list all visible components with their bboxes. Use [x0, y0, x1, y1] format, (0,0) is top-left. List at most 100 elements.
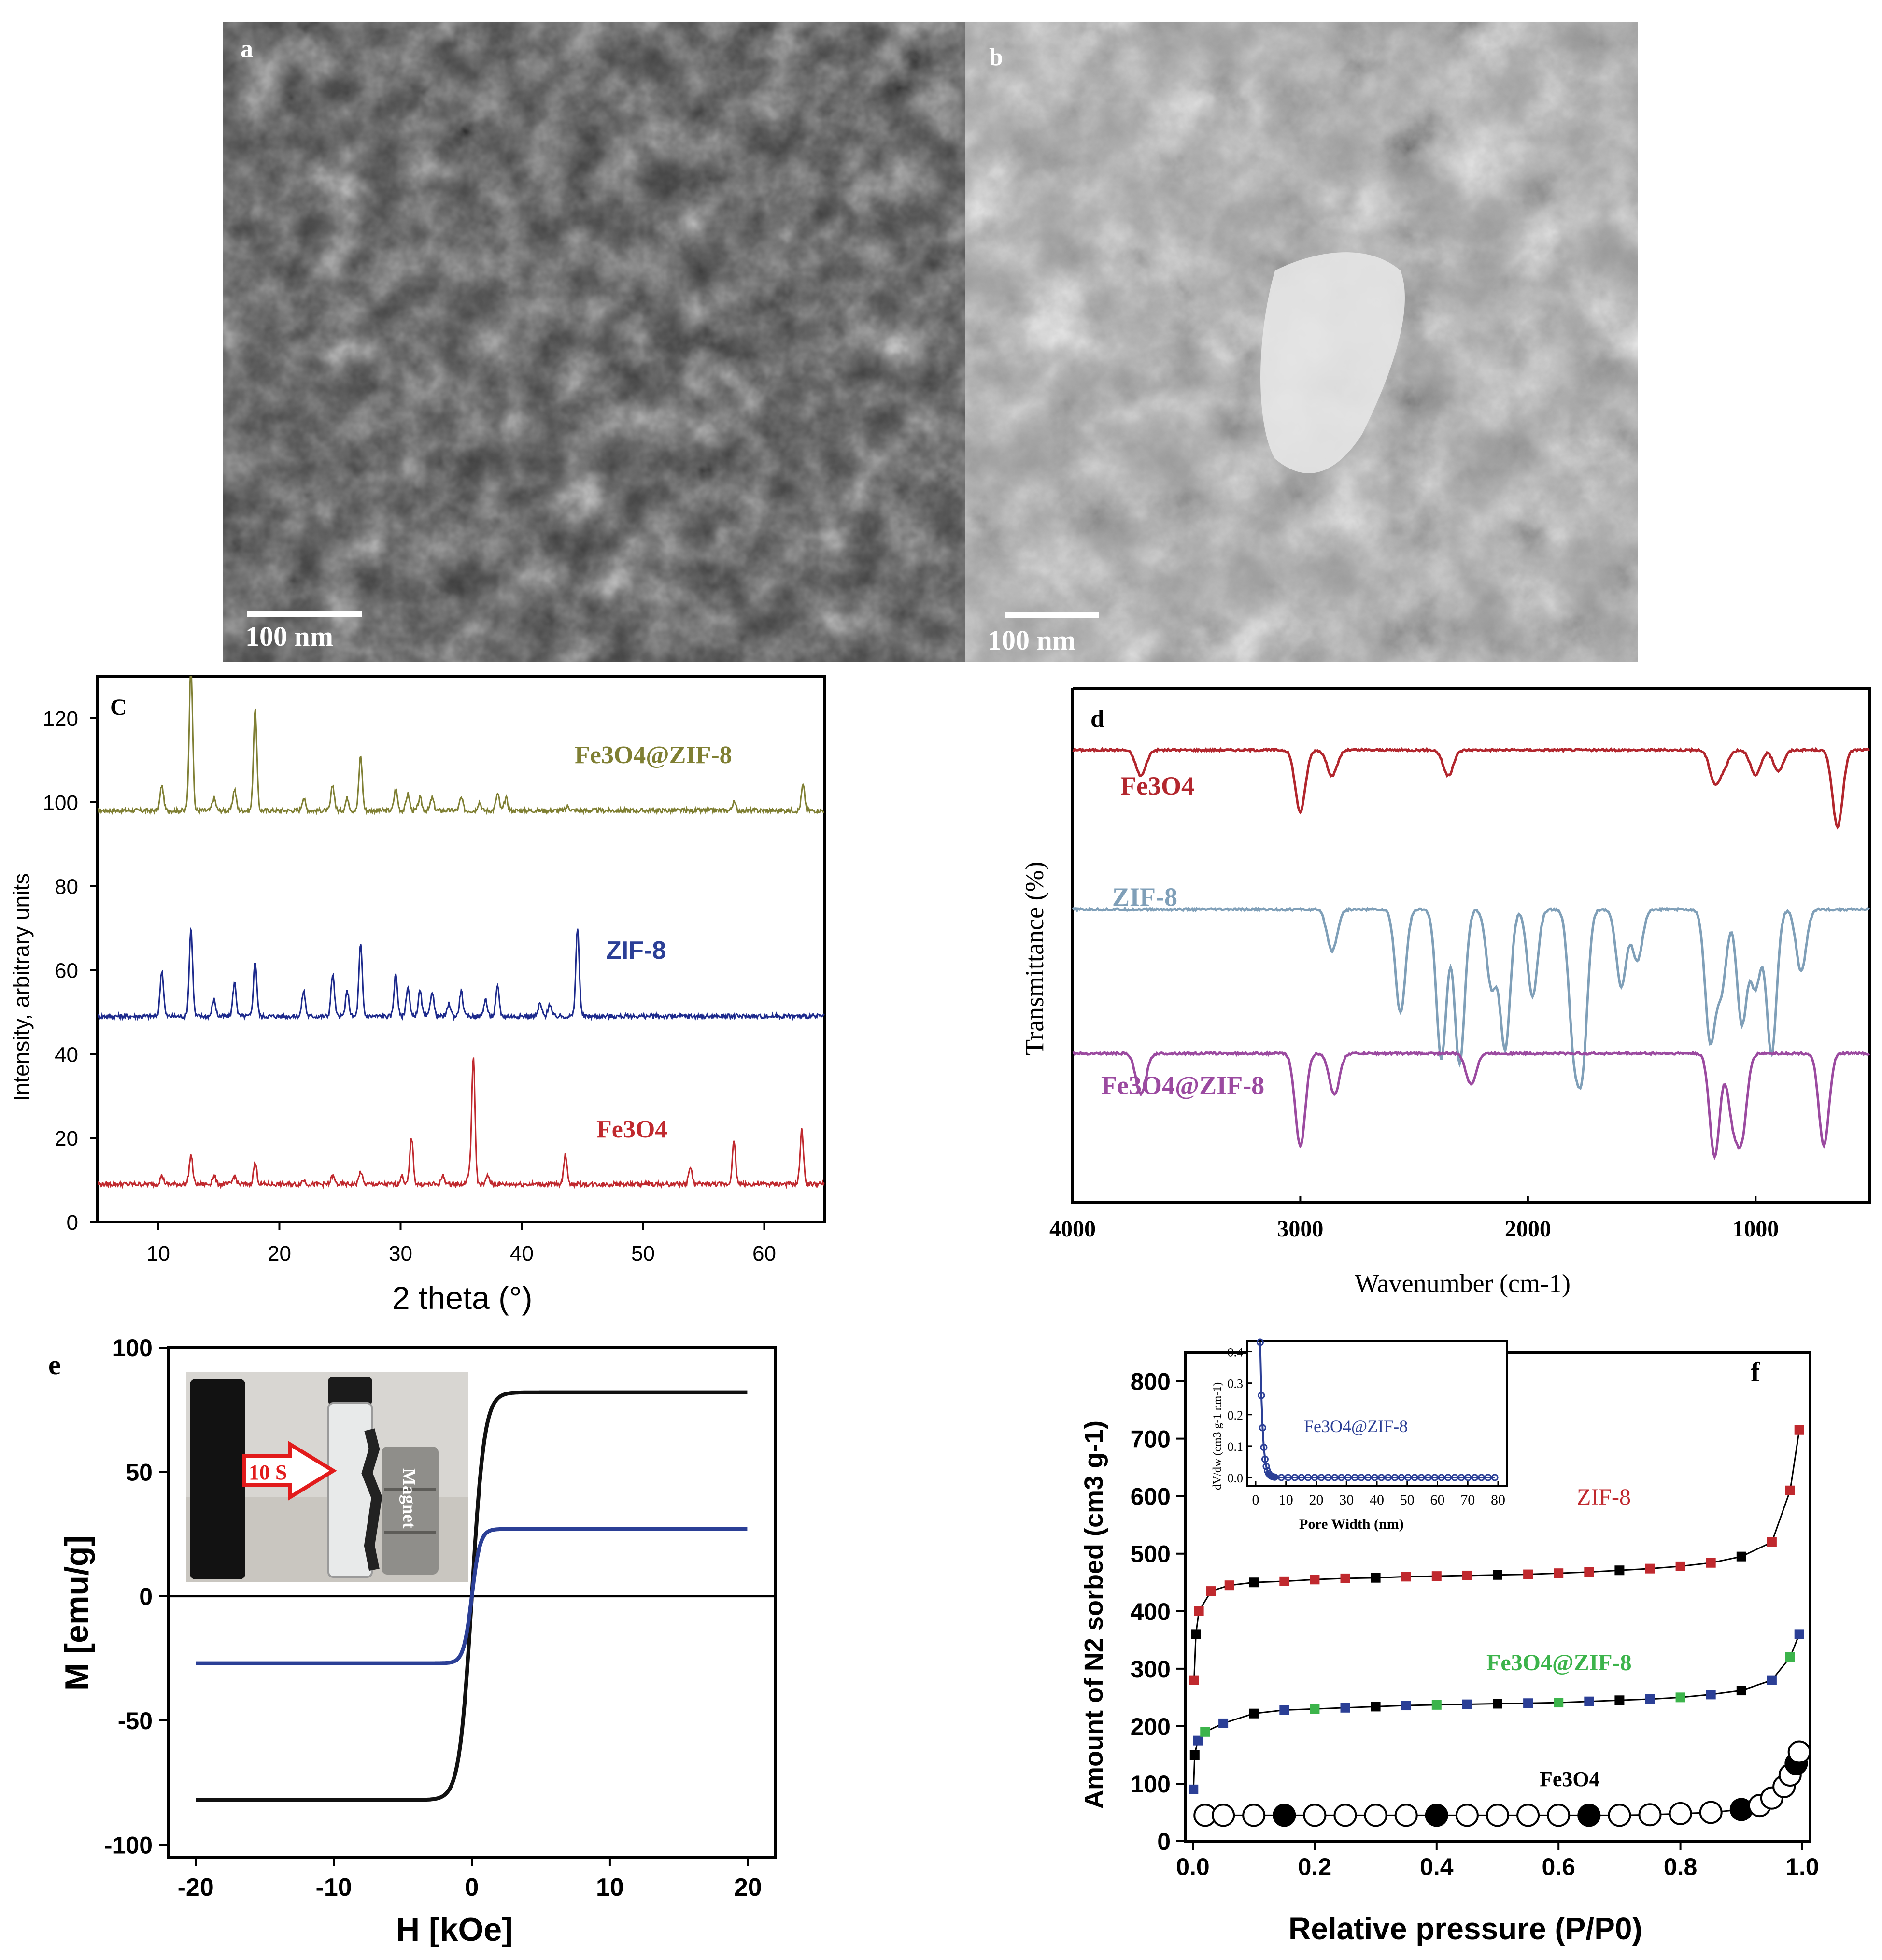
isotherm-point — [1675, 1561, 1685, 1571]
isotherm-point — [1706, 1690, 1716, 1700]
inset-psd-point — [1284, 1474, 1292, 1481]
inset-x-tick-label: 30 — [1339, 1492, 1354, 1508]
x-tick-label: 1000 — [1732, 1216, 1779, 1242]
panel-d-legend-fe3o4-zif8: Fe3O4@ZIF-8 — [1101, 1071, 1264, 1100]
isotherm-point — [1431, 1571, 1442, 1581]
isotherm-point — [1523, 1698, 1533, 1708]
isotherm-point — [1462, 1699, 1472, 1709]
isotherm-point — [1577, 1804, 1601, 1827]
inset-psd-point — [1398, 1474, 1405, 1481]
x-tick-label: 20 — [734, 1874, 762, 1902]
inset-psd-point — [1444, 1474, 1452, 1481]
panel-f-inset-xlabel: Pore Width (nm) — [1299, 1516, 1404, 1532]
y-tick-label: 20 — [55, 1127, 78, 1150]
inset-x-tick-label: 10 — [1279, 1492, 1293, 1508]
panel-d-frame — [1071, 687, 1871, 1204]
inset-x-tick-label: 80 — [1491, 1492, 1505, 1508]
x-tick-label: 50 — [631, 1242, 655, 1265]
isotherm-point — [1273, 1804, 1296, 1827]
isotherm-point — [1193, 1735, 1203, 1746]
isotherm-point — [1371, 1573, 1381, 1583]
inset-psd-point — [1411, 1474, 1418, 1481]
x-tick-label: 2000 — [1505, 1216, 1551, 1242]
isotherm-point — [1189, 1675, 1199, 1685]
panel-f-xlabel: Relative pressure (P/P0) — [1288, 1911, 1642, 1946]
inset-psd-point — [1317, 1474, 1325, 1481]
inset-psd-point — [1464, 1474, 1472, 1481]
panel-f-label: f — [1751, 1356, 1760, 1388]
isotherm-point — [1614, 1565, 1625, 1576]
panel-c-ticks: 10 20 30 40 50 60 0 20 40 60 80 100 120 — [43, 707, 776, 1265]
inset-psd-point — [1451, 1474, 1458, 1481]
y-tick-label: 60 — [55, 959, 78, 982]
isotherm-point — [1194, 1606, 1204, 1616]
x-tick-label: -20 — [178, 1874, 214, 1902]
panel-f-inset-frame — [1246, 1340, 1508, 1487]
panel-e-label: e — [48, 1349, 61, 1380]
inset-psd-point — [1331, 1474, 1339, 1481]
panel-e-ylabel: M [emu/g] — [58, 1535, 95, 1690]
panel-d-legend-fe3o4: Fe3O4 — [1120, 771, 1194, 800]
y-tick-label: 0 — [67, 1211, 78, 1235]
y-tick-label: 100 — [43, 791, 78, 815]
y-tick-label: 700 — [1131, 1426, 1171, 1453]
x-tick-label: 3000 — [1277, 1216, 1323, 1242]
x-tick-label: 40 — [510, 1242, 534, 1265]
xrd-series-line — [98, 926, 825, 1022]
y-tick-label: 300 — [1131, 1656, 1171, 1683]
inset-psd-point — [1277, 1474, 1285, 1481]
inset-y-tick-label: 0.3 — [1228, 1377, 1244, 1391]
inset-psd-point — [1424, 1474, 1432, 1481]
isotherm-point — [1736, 1686, 1746, 1696]
inset-x-tick-label: 60 — [1430, 1492, 1445, 1508]
x-tick-label: 0.6 — [1542, 1853, 1575, 1880]
isotherm-point — [1189, 1750, 1200, 1760]
isotherm-point — [1310, 1575, 1320, 1585]
inset-psd-point — [1471, 1474, 1479, 1481]
panel-f-ticks: 0.0 0.2 0.4 0.6 0.8 1.00100200300400500600700… — [1131, 1368, 1819, 1880]
isotherm-point — [1584, 1567, 1594, 1577]
panel-f-ylabel: Amount of N2 sorbed (cm3 g-1) — [1079, 1420, 1108, 1809]
isotherm-point — [1493, 1570, 1502, 1580]
isotherm-point — [1516, 1804, 1540, 1827]
isotherm-point — [1249, 1577, 1259, 1588]
isotherm-point — [1699, 1801, 1723, 1824]
panel-d-ylabel: Transmittance (%) — [1020, 862, 1049, 1055]
isotherm-point — [1547, 1804, 1571, 1827]
isotherm-point — [1212, 1804, 1235, 1827]
isotherm-point — [1608, 1804, 1631, 1827]
isotherm-point — [1794, 1629, 1804, 1639]
y-tick-label: 50 — [126, 1459, 153, 1486]
isotherm-point — [1394, 1804, 1418, 1827]
isotherm-point — [1523, 1569, 1533, 1579]
x-tick-label: 10 — [596, 1874, 624, 1902]
x-tick-label: 0.8 — [1664, 1853, 1698, 1880]
y-tick-label: 100 — [113, 1335, 153, 1362]
panel-b-tem-image: b 100 nm — [965, 22, 1638, 662]
inset-psd-point — [1298, 1474, 1305, 1481]
inset-psd-point — [1431, 1474, 1439, 1481]
isotherm-point — [1554, 1568, 1564, 1578]
x-tick-label: 4000 — [1049, 1216, 1096, 1242]
panel-f-legend-fe3o4: Fe3O4 — [1540, 1767, 1600, 1791]
inset-psd-point — [1311, 1474, 1318, 1481]
isotherm-point — [1333, 1804, 1357, 1827]
inset-psd-point — [1304, 1474, 1312, 1481]
panel-d-xlabel: Wavenumber (cm-1) — [1355, 1269, 1571, 1298]
x-tick-label: 1.0 — [1785, 1853, 1819, 1880]
x-tick-label: 0.2 — [1298, 1853, 1332, 1880]
panel-e-series — [196, 1390, 748, 1802]
inset-psd-point — [1491, 1474, 1499, 1481]
y-tick-label: -100 — [104, 1832, 153, 1859]
x-tick-label: 0 — [465, 1874, 479, 1902]
isotherm-point — [1787, 1740, 1811, 1764]
inset-psd-point — [1391, 1474, 1399, 1481]
y-tick-label: 600 — [1131, 1483, 1171, 1510]
y-tick-label: 120 — [43, 707, 78, 731]
isotherm-point — [1189, 1784, 1199, 1794]
inset-psd-point — [1262, 1463, 1270, 1470]
panel-c-ylabel: Intensity, arbitrary units — [9, 873, 34, 1101]
x-tick-label: 20 — [268, 1242, 291, 1265]
